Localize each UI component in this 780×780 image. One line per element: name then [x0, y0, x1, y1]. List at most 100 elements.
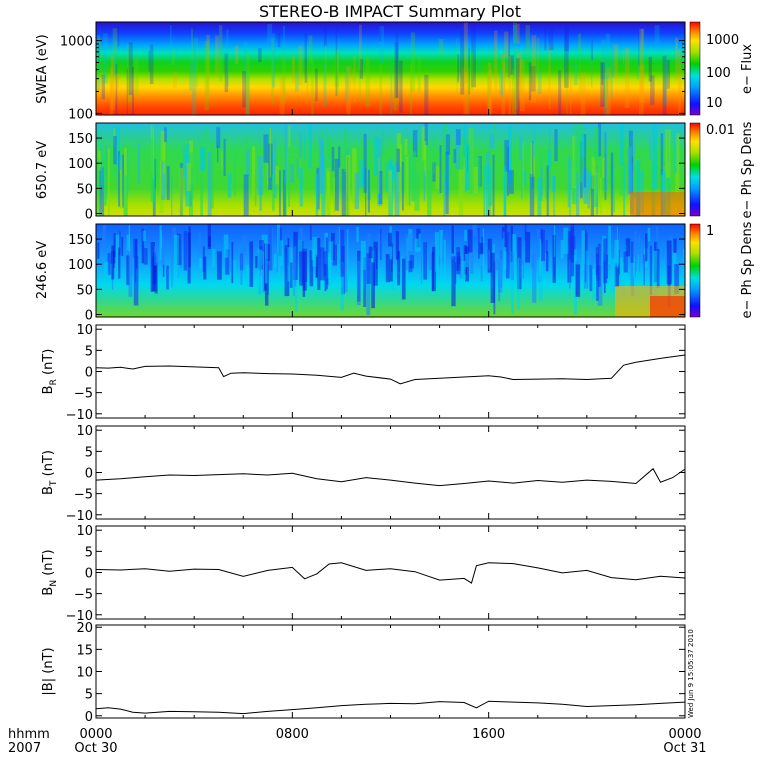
pad-650-texture-streak	[401, 161, 404, 211]
swea-texture-streak	[282, 54, 286, 104]
pad-650-frame	[95, 122, 686, 217]
swea-texture-streak	[394, 42, 399, 99]
pad-246-texture-streak	[666, 240, 672, 285]
pad-650-texture-streak	[113, 136, 117, 165]
swea-texture-streak	[512, 22, 518, 43]
swea-texture-streak	[438, 39, 444, 55]
pad-246-texture-streak	[264, 234, 268, 284]
swea-texture-streak	[461, 67, 465, 95]
pad-650-texture-streak	[593, 174, 599, 208]
pad-650-texture-streak	[392, 166, 395, 181]
pad-246-texture-streak	[180, 232, 182, 268]
pad-246-texture-streak	[249, 241, 254, 287]
pad-650-texture-streak	[164, 127, 167, 142]
pad-246-texture-streak	[323, 251, 327, 277]
pad-650-texture-streak	[378, 170, 383, 205]
pad-246-texture-streak	[620, 257, 623, 290]
pad-246-texture-streak	[438, 240, 440, 265]
pad-246-texture-streak	[614, 263, 620, 288]
pad-246-texture-streak	[625, 238, 631, 257]
pad-246-texture-streak	[568, 260, 571, 289]
pad-650-texture-streak	[521, 134, 523, 200]
pad-246-texture-streak	[467, 229, 473, 253]
pad-246-texture-streak	[389, 243, 393, 282]
swea-texture-streak	[117, 26, 120, 47]
swea-texture-streak	[242, 71, 247, 108]
pad-246-colorbar-label: e− Ph Sp Dens	[740, 221, 755, 318]
pad-246-texture-streak	[366, 253, 371, 284]
swea-texture-streak	[605, 33, 611, 79]
pad-650-texture-streak	[321, 154, 326, 216]
swea-texture-streak	[113, 53, 117, 76]
pad-246-texture-streak	[356, 261, 361, 306]
pad-246-texture-streak	[324, 263, 327, 292]
pad-650-texture-streak	[633, 164, 638, 197]
time-tick-label: 0800	[276, 727, 309, 742]
swea-texture-streak	[226, 29, 229, 87]
pad-246-ytick-label: 100	[68, 258, 93, 273]
br-ytick-label: 10	[76, 323, 93, 338]
swea-colorbar-label: e− Flux	[740, 44, 755, 94]
swea-texture-streak	[134, 58, 139, 97]
pad-246-texture-streak	[216, 251, 222, 280]
pad-246-texture-streak	[371, 262, 375, 309]
pad-650-texture-streak	[445, 151, 449, 215]
pad-650-texture-streak	[602, 157, 607, 178]
pad-650-texture-streak	[166, 166, 170, 200]
pad-246-texture-streak	[442, 236, 444, 263]
pad-650-texture-streak	[465, 142, 471, 191]
pad-650-texture-streak	[378, 156, 380, 194]
pad-246-texture-streak	[408, 233, 413, 255]
pad-246-texture-streak	[482, 228, 485, 276]
pad-246-texture-streak	[309, 224, 312, 241]
bn-ytick-label: 5	[85, 545, 93, 560]
swea-texture-streak	[512, 25, 517, 78]
pad-246-texture-streak	[265, 244, 270, 262]
pad-650-texture-streak	[216, 127, 221, 149]
pad-650-texture-streak	[652, 124, 658, 190]
pad-246-texture-streak	[455, 262, 457, 284]
pad-246-texture-streak	[451, 225, 454, 254]
swea-texture-streak	[346, 66, 351, 115]
pad-650-texture-streak	[547, 149, 552, 167]
pad-246-texture-streak	[635, 237, 637, 271]
pad-650-texture-streak	[327, 134, 332, 172]
bmag-ytick-label: 5	[85, 688, 93, 703]
pad-246-texture-streak	[540, 230, 545, 261]
pad-246-texture-streak	[337, 244, 339, 272]
pad-246-texture-streak	[317, 238, 321, 290]
swea-texture-streak	[258, 47, 262, 63]
pad-246-texture-streak	[443, 239, 446, 281]
pad-650-texture-streak	[453, 148, 457, 164]
pad-246-texture-streak	[338, 226, 340, 260]
swea-texture-streak	[338, 38, 341, 74]
pad-246-texture-streak	[336, 230, 339, 252]
pad-246-texture-streak	[470, 245, 474, 274]
pad-650-texture-streak	[427, 170, 432, 216]
bt-ytick-label: −10	[66, 509, 93, 524]
swea-texture-streak	[379, 64, 383, 115]
pad-246-texture-streak	[309, 250, 314, 287]
pad-246-texture-streak	[161, 237, 165, 266]
pad-650-texture-streak	[308, 123, 312, 170]
pad-246-colorbar-tick-0: 1	[706, 224, 714, 239]
pad-650-texture-streak	[100, 143, 103, 186]
br-ytick-label: −5	[74, 387, 93, 402]
pad-246-texture-streak	[511, 261, 514, 314]
pad-246-texture-streak	[183, 230, 188, 271]
pad-246-texture-streak	[242, 235, 247, 255]
pad-650-texture-streak	[674, 132, 677, 173]
pad-246-texture-streak	[311, 249, 315, 260]
pad-650-colorbar	[689, 122, 701, 217]
swea-texture-streak	[574, 63, 578, 86]
pad-246-texture-streak	[377, 234, 383, 247]
pad-246-texture-streak	[408, 260, 413, 273]
pad-246-colorbar	[689, 223, 701, 318]
pad-246-texture-streak	[273, 253, 278, 268]
swea-texture-streak	[636, 58, 639, 80]
pad-246-texture-streak	[673, 238, 677, 253]
swea-texture-streak	[511, 69, 517, 115]
pad-650-texture-streak	[445, 134, 451, 155]
pad-650-texture-streak	[394, 162, 400, 216]
swea-texture-streak	[610, 60, 613, 99]
